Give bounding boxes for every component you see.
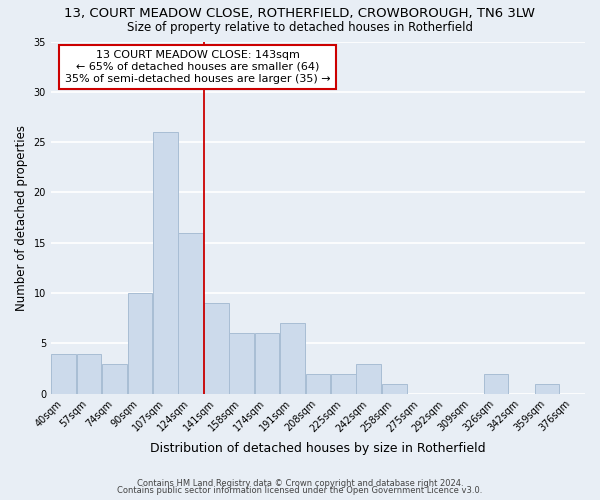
X-axis label: Distribution of detached houses by size in Rotherfield: Distribution of detached houses by size … xyxy=(150,442,486,455)
Text: Contains HM Land Registry data © Crown copyright and database right 2024.: Contains HM Land Registry data © Crown c… xyxy=(137,478,463,488)
Text: Contains public sector information licensed under the Open Government Licence v3: Contains public sector information licen… xyxy=(118,486,482,495)
Bar xyxy=(153,132,178,394)
Bar xyxy=(305,374,330,394)
Text: 13 COURT MEADOW CLOSE: 143sqm
← 65% of detached houses are smaller (64)
35% of s: 13 COURT MEADOW CLOSE: 143sqm ← 65% of d… xyxy=(65,50,331,84)
Y-axis label: Number of detached properties: Number of detached properties xyxy=(15,124,28,310)
Bar xyxy=(280,324,305,394)
Text: Size of property relative to detached houses in Rotherfield: Size of property relative to detached ho… xyxy=(127,21,473,34)
Bar xyxy=(535,384,559,394)
Bar xyxy=(229,334,254,394)
Bar xyxy=(178,233,203,394)
Bar xyxy=(484,374,508,394)
Bar xyxy=(255,334,280,394)
Bar xyxy=(331,374,356,394)
Text: 13, COURT MEADOW CLOSE, ROTHERFIELD, CROWBOROUGH, TN6 3LW: 13, COURT MEADOW CLOSE, ROTHERFIELD, CRO… xyxy=(65,8,536,20)
Bar xyxy=(77,354,101,394)
Bar xyxy=(382,384,407,394)
Bar xyxy=(128,293,152,394)
Bar xyxy=(51,354,76,394)
Bar xyxy=(356,364,381,394)
Bar xyxy=(102,364,127,394)
Bar xyxy=(204,303,229,394)
